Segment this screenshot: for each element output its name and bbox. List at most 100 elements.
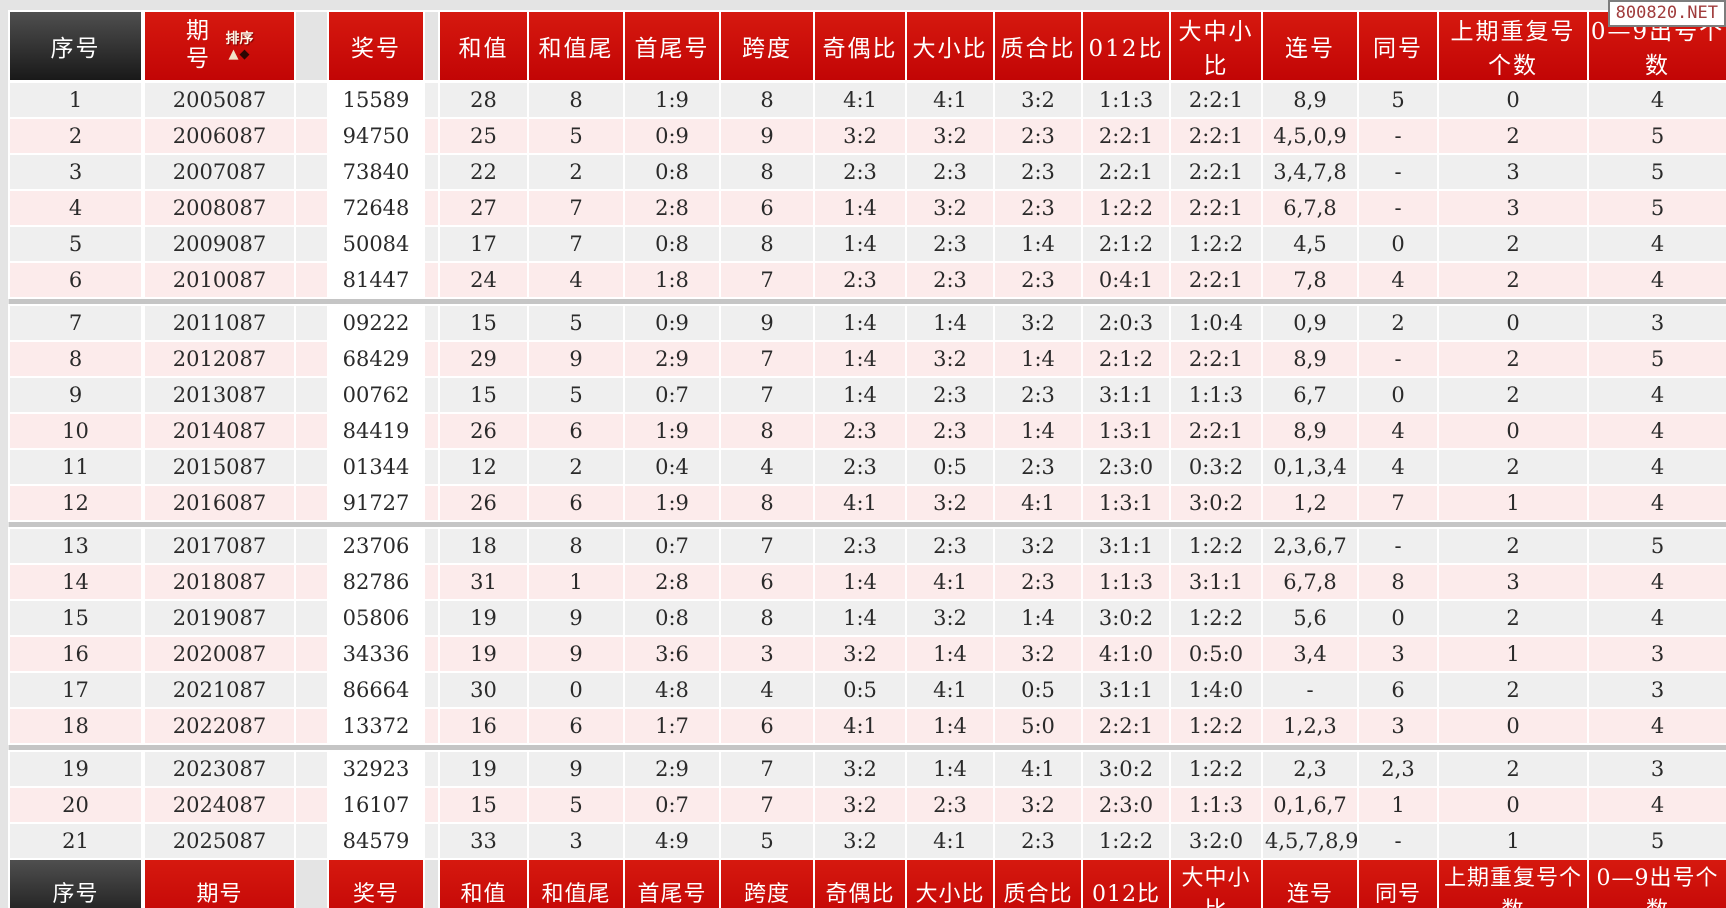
table-row: 12 2016087 91727 26 6 1:9 8 4:1 3:2 4:1 1:3:1 3:0:2… bbox=[8, 484, 1726, 522]
group-separator bbox=[9, 744, 1726, 751]
footer-consecutive: 连号 bbox=[1261, 858, 1359, 908]
cell-prime-composite: 1:4 bbox=[993, 599, 1083, 637]
cell-repeat-prev: 0 bbox=[1437, 786, 1589, 824]
sort-desc-icon[interactable]: ◆ bbox=[239, 46, 251, 62]
cell-seq: 18 bbox=[8, 707, 145, 745]
cell-repeat-prev: 3 bbox=[1437, 189, 1589, 227]
cell-prize: 09222 bbox=[327, 304, 425, 342]
column-spacer bbox=[294, 304, 329, 342]
cell-span: 4 bbox=[719, 448, 815, 486]
cell-repeat-prev: 0 bbox=[1437, 304, 1589, 342]
cell-seq: 7 bbox=[8, 304, 145, 342]
table-row: 10 2014087 84419 26 6 1:9 8 2:3 2:3 1:4 1:3:1 2:2:1… bbox=[8, 412, 1726, 450]
cell-first-last: 1:8 bbox=[623, 261, 721, 299]
cell-prize: 91727 bbox=[327, 484, 425, 522]
cell-big-small: 2:3 bbox=[905, 786, 995, 824]
cell-odd-even: 2:3 bbox=[813, 412, 907, 450]
cell-sum-tail: 9 bbox=[527, 750, 625, 788]
cell-big-small: 2:3 bbox=[905, 261, 995, 299]
table-row: 4 2008087 72648 27 7 2:8 6 1:4 3:2 2:3 1:2:2 2:2:1 6… bbox=[8, 189, 1726, 227]
cell-big-small: 2:3 bbox=[905, 225, 995, 263]
column-spacer bbox=[423, 340, 440, 378]
cell-repeat-prev: 2 bbox=[1437, 599, 1589, 637]
cell-consecutive: 0,9 bbox=[1261, 304, 1359, 342]
cell-odd-even: 3:2 bbox=[813, 750, 907, 788]
cell-big-mid-small: 1:4:0 bbox=[1169, 671, 1263, 709]
cell-seq: 11 bbox=[8, 448, 145, 486]
cell-repeat-prev: 2 bbox=[1437, 376, 1589, 414]
cell-big-mid-small: 2:2:1 bbox=[1169, 153, 1263, 191]
cell-odd-even: 1:4 bbox=[813, 189, 907, 227]
cell-big-small: 2:3 bbox=[905, 153, 995, 191]
cell-span: 7 bbox=[719, 340, 815, 378]
cell-sum: 33 bbox=[438, 822, 529, 860]
cell-period: 2010087 bbox=[142, 261, 296, 299]
cell-sum-tail: 9 bbox=[527, 340, 625, 378]
header-sum: 和值 bbox=[438, 10, 529, 83]
cell-big-mid-small: 1:2:2 bbox=[1169, 225, 1263, 263]
cell-seq: 13 bbox=[8, 527, 145, 565]
cell-first-last: 0:8 bbox=[623, 225, 721, 263]
footer-prize: 奖号 bbox=[327, 858, 425, 908]
column-spacer bbox=[423, 707, 440, 745]
header-big-mid-small: 大中小比 bbox=[1169, 10, 1263, 83]
cell-repeat-prev: 1 bbox=[1437, 822, 1589, 860]
table-row: 8 2012087 68429 29 9 2:9 7 1:4 3:2 1:4 2:1:2 2:2:1 8… bbox=[8, 340, 1726, 378]
cell-sum-tail: 4 bbox=[527, 261, 625, 299]
table-row: 9 2013087 00762 15 5 0:7 7 1:4 2:3 2:3 3:1:1 1:1:3 6… bbox=[8, 376, 1726, 414]
cell-sum-tail: 0 bbox=[527, 671, 625, 709]
column-spacer bbox=[294, 10, 329, 83]
sort-control[interactable]: 排序 ▲◆ bbox=[226, 32, 254, 61]
cell-digit-count: 4 bbox=[1587, 563, 1726, 601]
column-spacer bbox=[423, 635, 440, 673]
cell-same: 4 bbox=[1357, 412, 1439, 450]
cell-big-small: 2:3 bbox=[905, 527, 995, 565]
table-row: 11 2015087 01344 12 2 0:4 4 2:3 0:5 2:3 2:3:0 0:3:2… bbox=[8, 448, 1726, 486]
cell-prime-composite: 2:3 bbox=[993, 117, 1083, 155]
cell-prime-composite: 2:3 bbox=[993, 153, 1083, 191]
cell-012: 1:3:1 bbox=[1081, 484, 1171, 522]
cell-big-small: 1:4 bbox=[905, 707, 995, 745]
cell-digit-count: 4 bbox=[1587, 707, 1726, 745]
column-spacer bbox=[294, 117, 329, 155]
cell-sum: 18 bbox=[438, 527, 529, 565]
header-same: 同号 bbox=[1357, 10, 1439, 83]
cell-consecutive: 3,4 bbox=[1261, 635, 1359, 673]
cell-sum: 31 bbox=[438, 563, 529, 601]
cell-same: - bbox=[1357, 189, 1439, 227]
cell-seq: 19 bbox=[8, 750, 145, 788]
cell-prize: 73840 bbox=[327, 153, 425, 191]
cell-digit-count: 3 bbox=[1587, 304, 1726, 342]
column-spacer bbox=[294, 261, 329, 299]
cell-sum-tail: 6 bbox=[527, 484, 625, 522]
cell-prize: 34336 bbox=[327, 635, 425, 673]
cell-prime-composite: 4:1 bbox=[993, 484, 1083, 522]
cell-prize: 94750 bbox=[327, 117, 425, 155]
cell-span: 4 bbox=[719, 671, 815, 709]
header-span: 跨度 bbox=[719, 10, 815, 83]
watermark: 800820.NET bbox=[1607, 0, 1726, 27]
cell-big-mid-small: 2:2:1 bbox=[1169, 412, 1263, 450]
cell-repeat-prev: 3 bbox=[1437, 563, 1589, 601]
cell-span: 8 bbox=[719, 225, 815, 263]
cell-same: - bbox=[1357, 527, 1439, 565]
column-spacer bbox=[294, 822, 329, 860]
cell-first-last: 0:7 bbox=[623, 786, 721, 824]
header-012: 012比 bbox=[1081, 10, 1171, 83]
column-spacer bbox=[423, 448, 440, 486]
cell-sum: 15 bbox=[438, 376, 529, 414]
cell-repeat-prev: 0 bbox=[1437, 412, 1589, 450]
column-spacer bbox=[294, 340, 329, 378]
cell-prize: 05806 bbox=[327, 599, 425, 637]
cell-same: 5 bbox=[1357, 80, 1439, 119]
cell-seq: 21 bbox=[8, 822, 145, 860]
cell-consecutive: 6,7 bbox=[1261, 376, 1359, 414]
cell-same: 3 bbox=[1357, 635, 1439, 673]
cell-repeat-prev: 2 bbox=[1437, 117, 1589, 155]
cell-digit-count: 5 bbox=[1587, 153, 1726, 191]
cell-first-last: 1:9 bbox=[623, 484, 721, 522]
cell-first-last: 2:8 bbox=[623, 189, 721, 227]
column-spacer bbox=[423, 599, 440, 637]
sort-asc-icon[interactable]: ▲ bbox=[228, 46, 240, 62]
cell-sum: 15 bbox=[438, 304, 529, 342]
